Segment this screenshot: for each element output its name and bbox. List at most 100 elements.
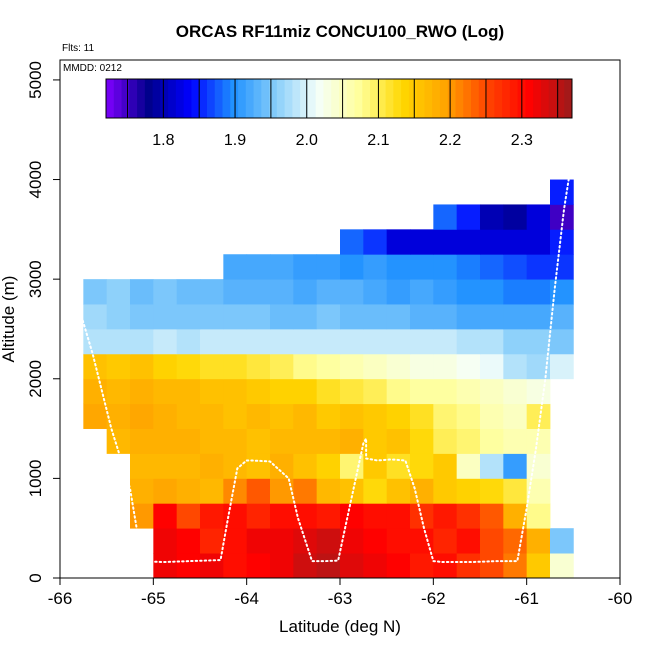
heatmap-cell bbox=[363, 229, 388, 255]
heatmap-cells bbox=[83, 179, 574, 579]
heatmap-cell bbox=[503, 553, 528, 579]
heatmap-cell bbox=[386, 328, 411, 355]
colorbar-segment bbox=[269, 79, 278, 118]
heatmap-cell bbox=[200, 428, 224, 454]
heatmap-cell bbox=[526, 204, 551, 230]
colorbar-segment bbox=[191, 79, 200, 118]
heatmap-cell bbox=[526, 353, 551, 380]
heatmap-cell bbox=[130, 328, 154, 355]
heatmap-cell bbox=[340, 229, 364, 255]
heatmap-cell bbox=[410, 279, 434, 305]
heatmap-cell bbox=[316, 478, 341, 504]
heatmap-cell bbox=[410, 403, 434, 429]
heatmap-cell bbox=[340, 304, 364, 330]
colorbar-segment bbox=[393, 79, 402, 118]
heatmap-cell bbox=[550, 528, 574, 554]
heatmap-cell bbox=[223, 378, 248, 405]
heatmap-cell bbox=[503, 428, 528, 454]
heatmap-cell bbox=[340, 378, 364, 405]
colorbar-segment bbox=[432, 79, 441, 118]
x-tick-label: -62 bbox=[421, 589, 446, 608]
heatmap-cell bbox=[130, 428, 154, 454]
colorbar-segment bbox=[276, 79, 286, 118]
colorbar-segment bbox=[323, 79, 332, 118]
heatmap-cell bbox=[270, 304, 294, 330]
flights-annotation: Flts: 11 bbox=[62, 43, 94, 54]
heatmap-cell bbox=[200, 304, 224, 330]
heatmap-cell bbox=[503, 453, 528, 479]
colorbar-segment bbox=[261, 79, 270, 118]
heatmap-cell bbox=[223, 328, 248, 355]
heatmap-cell bbox=[456, 378, 481, 405]
heatmap-cell bbox=[550, 328, 574, 355]
heatmap-cell bbox=[316, 378, 341, 405]
heatmap-cell bbox=[456, 553, 481, 579]
heatmap-cell bbox=[106, 353, 131, 380]
heatmap-cell bbox=[130, 478, 154, 504]
heatmap-cell bbox=[433, 353, 458, 380]
heatmap-cell bbox=[386, 428, 411, 454]
heatmap-cell bbox=[200, 528, 224, 554]
heatmap-cell bbox=[503, 353, 528, 380]
heatmap-cell bbox=[176, 304, 201, 330]
heatmap-cell bbox=[176, 528, 201, 554]
heatmap-cell bbox=[550, 229, 574, 255]
heatmap-cell bbox=[270, 553, 294, 579]
heatmap-cell bbox=[340, 403, 364, 429]
heatmap-cell bbox=[363, 553, 388, 579]
colorbar-segment bbox=[292, 79, 301, 118]
heatmap-cell bbox=[480, 254, 504, 280]
heatmap-cell bbox=[176, 279, 201, 305]
heatmap-cell bbox=[480, 478, 504, 504]
heatmap-cell bbox=[433, 254, 458, 280]
heatmap-cell bbox=[503, 328, 528, 355]
heatmap-cell bbox=[480, 279, 504, 305]
heatmap-cell bbox=[316, 453, 341, 479]
flight-track-line bbox=[59, 178, 570, 564]
colorbar-segment bbox=[160, 79, 169, 118]
colorbar-segment bbox=[439, 79, 449, 118]
heatmap-cell bbox=[363, 304, 388, 330]
heatmap-cell bbox=[200, 403, 224, 429]
heatmap-cell bbox=[456, 304, 481, 330]
colorbar-segment bbox=[152, 79, 161, 118]
heatmap-cell bbox=[410, 378, 434, 405]
heatmap-cell bbox=[130, 353, 154, 380]
heatmap-cell bbox=[293, 378, 318, 405]
colorbar-segment bbox=[494, 79, 503, 118]
heatmap-cell bbox=[433, 528, 458, 554]
heatmap-cell bbox=[386, 378, 411, 405]
heatmap-cell bbox=[270, 254, 294, 280]
heatmap-cell bbox=[410, 254, 434, 280]
heatmap-cell bbox=[480, 204, 504, 230]
heatmap-cell bbox=[503, 229, 528, 255]
heatmap-cell bbox=[153, 353, 178, 380]
x-tick-label: -60 bbox=[608, 589, 633, 608]
heatmap-cell bbox=[433, 453, 458, 479]
y-tick-label: 1000 bbox=[26, 459, 45, 497]
heatmap-cell bbox=[200, 478, 224, 504]
heatmap-cell bbox=[316, 353, 341, 380]
heatmap-cell bbox=[526, 528, 551, 554]
heatmap-cell bbox=[316, 254, 341, 280]
heatmap-cell bbox=[200, 503, 224, 529]
heatmap-cell bbox=[363, 528, 388, 554]
heatmap-cell bbox=[293, 304, 318, 330]
heatmap-cell bbox=[480, 503, 504, 529]
heatmap-cell bbox=[153, 403, 178, 429]
heatmap-cell bbox=[223, 254, 248, 280]
x-tick-label: -65 bbox=[141, 589, 166, 608]
heatmap-cell bbox=[270, 403, 294, 429]
y-tick-label: 3000 bbox=[26, 260, 45, 298]
heatmap-cell bbox=[363, 279, 388, 305]
heatmap-cell bbox=[106, 279, 131, 305]
colorbar-segment bbox=[370, 79, 379, 118]
heatmap-cell bbox=[503, 279, 528, 305]
colorbar-segment bbox=[144, 79, 154, 118]
heatmap-cell bbox=[386, 254, 411, 280]
heatmap-cell bbox=[176, 478, 201, 504]
heatmap-cell bbox=[223, 553, 248, 579]
heatmap-cell bbox=[153, 553, 178, 579]
heatmap-cell bbox=[176, 378, 201, 405]
heatmap-cell bbox=[433, 478, 458, 504]
